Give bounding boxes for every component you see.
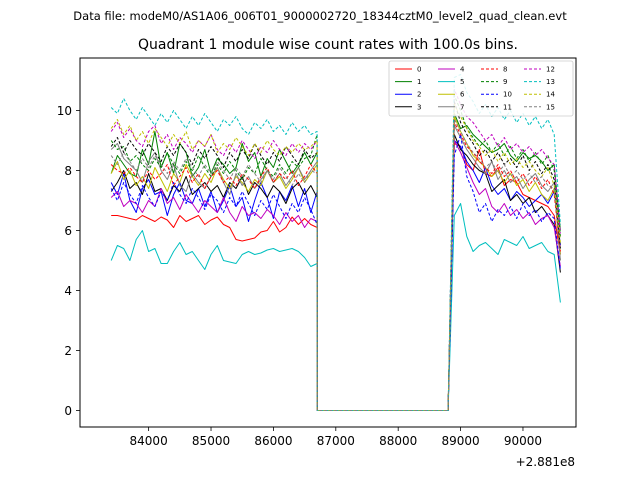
legend-box bbox=[388, 60, 574, 117]
series-line-5 bbox=[110, 203, 561, 411]
axes-frame bbox=[79, 57, 577, 428]
y-axis: 0 2 4 6 8 10 bbox=[57, 104, 80, 418]
legend-label: 14 bbox=[546, 91, 555, 99]
legend-label: 5 bbox=[460, 78, 464, 86]
legend-label: 9 bbox=[503, 78, 507, 86]
legend-label: 7 bbox=[460, 103, 464, 111]
legend-label: 2 bbox=[417, 91, 421, 99]
legend-label: 13 bbox=[546, 78, 555, 86]
y-tick-label: 6 bbox=[64, 224, 72, 238]
y-tick-label: 2 bbox=[64, 344, 72, 358]
legend-label: 6 bbox=[460, 91, 465, 99]
y-tick-label: 4 bbox=[64, 284, 72, 298]
y-tick-label: 10 bbox=[57, 104, 72, 118]
y-tick-label: 8 bbox=[64, 164, 72, 178]
x-tick-label: 86000 bbox=[254, 434, 292, 448]
legend-label: 11 bbox=[503, 103, 512, 111]
y-tick-label: 0 bbox=[64, 404, 72, 418]
chart-title: Quadrant 1 module wise count rates with … bbox=[138, 37, 518, 53]
x-tick-label: 87000 bbox=[317, 434, 355, 448]
x-tick-label: 88000 bbox=[379, 434, 417, 448]
x-axis: 84000 85000 86000 87000 88000 89000 90000 bbox=[130, 427, 542, 448]
x-tick-label: 85000 bbox=[192, 434, 230, 448]
legend-label: 15 bbox=[546, 103, 555, 111]
legend-label: 8 bbox=[503, 66, 507, 74]
legend-label: 12 bbox=[546, 66, 555, 74]
plot-area bbox=[110, 74, 561, 411]
legend-label: 1 bbox=[417, 78, 421, 86]
x-tick-label: 89000 bbox=[441, 434, 479, 448]
x-tick-label: 84000 bbox=[130, 434, 168, 448]
series-line-7 bbox=[110, 125, 561, 411]
series-line-0 bbox=[111, 143, 561, 411]
legend-label: 0 bbox=[417, 66, 421, 74]
series-line-15 bbox=[110, 119, 561, 411]
legend-label: 3 bbox=[417, 103, 421, 111]
series-line-6 bbox=[110, 116, 561, 411]
x-tick-label: 90000 bbox=[504, 434, 542, 448]
series-line-1 bbox=[110, 113, 561, 411]
x-offset-label: +2.881e8 bbox=[516, 455, 575, 469]
series-line-13 bbox=[110, 74, 561, 411]
legend-label: 4 bbox=[460, 66, 465, 74]
datafile-label: Data file: modeM0/AS1A06_006T01_90000027… bbox=[73, 9, 567, 23]
series-line-9 bbox=[110, 95, 561, 411]
legend-label: 10 bbox=[503, 91, 512, 99]
